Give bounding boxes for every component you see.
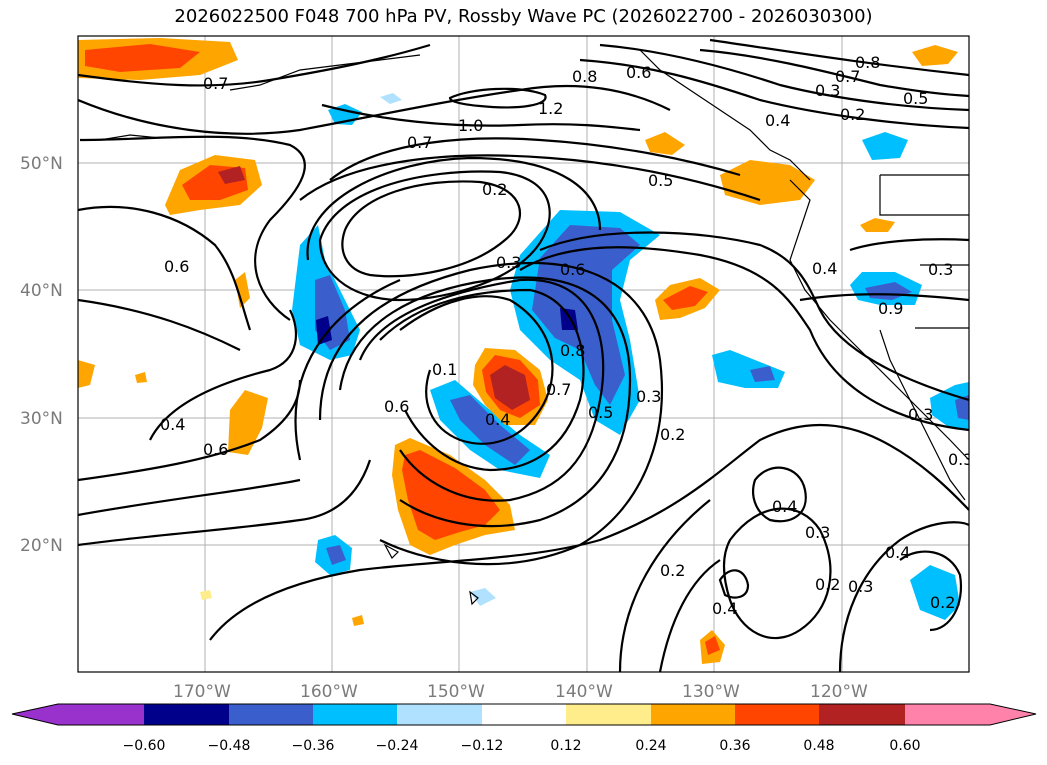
contour-label: 0.7 [835, 67, 860, 86]
lon-label-130w: 130°W [682, 682, 740, 702]
colorbar-extend-low [12, 704, 58, 725]
lat-label-30n: 30°N [20, 409, 63, 429]
contour-label: 0.4 [485, 410, 510, 429]
colorbar-tick-label: 0.24 [635, 738, 666, 754]
contour-label: 0.6 [384, 397, 409, 416]
pv-contours [78, 38, 969, 672]
contour-label: 0.6 [203, 440, 228, 459]
contour-label: 0.5 [903, 89, 928, 108]
contour-label: 0.4 [160, 415, 185, 434]
contour-label: 0.2 [815, 575, 840, 594]
colorbar-segment-p036 [735, 704, 819, 725]
contour-label: 0.6 [164, 257, 189, 276]
longitude-labels: 170°W 160°W 150°W 140°W 130°W 120°W [173, 682, 868, 702]
lon-label-170w: 170°W [173, 682, 231, 702]
colorbar-segment-n036 [313, 704, 397, 725]
contour-label: 1.2 [538, 99, 563, 118]
colorbar-tick-label: 0.48 [803, 738, 834, 754]
lon-label-140w: 140°W [555, 682, 613, 702]
colorbar-tick-label: −0.12 [461, 738, 504, 754]
colorbar-tick-label: −0.24 [376, 738, 419, 754]
colorbar-tick-label: −0.48 [208, 738, 251, 754]
colorbar-segment-p024 [651, 704, 735, 725]
colorbar-tick-label: −0.60 [123, 738, 166, 754]
map-frame [77, 35, 970, 673]
colorbar-segment-n060 [144, 704, 229, 725]
contour-label: 0.2 [482, 180, 507, 199]
contour-label: 0.3 [636, 387, 661, 406]
colorbar-tick-label: 0.60 [889, 738, 920, 754]
colorbar-segment-n024 [397, 704, 482, 725]
contour-label: 0.8 [572, 67, 597, 86]
contour-label: 0.4 [765, 111, 790, 130]
latitude-labels: 50°N 40°N 30°N 20°N [20, 154, 63, 556]
contour-label: 0.4 [772, 497, 797, 516]
contour-label: 0.3 [948, 450, 973, 469]
colorbar-segment-p012 [566, 704, 651, 725]
colorbar-tick-label: 0.36 [719, 738, 750, 754]
contour-label: 0.9 [878, 299, 903, 318]
lat-label-20n: 20°N [20, 536, 63, 556]
contour-label: 0.3 [496, 253, 521, 272]
contour-label: 0.8 [855, 53, 880, 72]
contour-label: 0.5 [648, 171, 673, 190]
contour-label: 0.6 [560, 260, 585, 279]
contour-label: 0.8 [560, 341, 585, 360]
map-title: 2026022500 F048 700 hPa PV, Rossby Wave … [174, 6, 873, 27]
map-plot-area: 0.7 0.8 0.6 0.8 0.7 1.2 1.0 0.7 0.3 0.4 … [78, 36, 973, 672]
colorbar: −0.60 −0.48 −0.36 −0.24 −0.12 0.12 0.24 … [11, 703, 1037, 754]
lat-label-40n: 40°N [20, 281, 63, 301]
contour-label: 0.2 [930, 593, 955, 612]
contour-label: 0.6 [626, 63, 651, 82]
colorbar-segment-p048 [819, 704, 905, 725]
colorbar-tick-label: 0.12 [550, 738, 581, 754]
contour-label: 0.4 [812, 259, 837, 278]
colorbar-segment-below [58, 704, 144, 725]
coastlines [99, 49, 969, 606]
contour-label: 0.2 [840, 105, 865, 124]
contour-labels: 0.7 0.8 0.6 0.8 0.7 1.2 1.0 0.7 0.3 0.4 … [160, 53, 973, 618]
lon-label-150w: 150°W [427, 682, 485, 702]
colorbar-segment-above [905, 704, 990, 725]
contour-label: 0.4 [712, 599, 737, 618]
contour-label: 0.2 [660, 561, 685, 580]
contour-label: 0.5 [588, 403, 613, 422]
contour-label: 0.3 [815, 81, 840, 100]
contour-label: 0.1 [432, 360, 457, 379]
contour-label: 0.3 [908, 405, 933, 424]
colorbar-segment-n048 [229, 704, 313, 725]
contour-label: 1.0 [458, 116, 483, 135]
colorbar-extend-high [990, 704, 1036, 725]
contour-label: 0.7 [407, 133, 432, 152]
contour-label: 0.3 [848, 577, 873, 596]
contour-label: 0.2 [660, 425, 685, 444]
contour-label: 0.7 [546, 380, 571, 399]
lat-label-50n: 50°N [20, 154, 63, 174]
colorbar-tick-label: −0.36 [292, 738, 335, 754]
colorbar-segment-zero [482, 704, 566, 725]
contour-label: 0.7 [203, 74, 228, 93]
contour-label: 0.3 [805, 523, 830, 542]
lon-label-120w: 120°W [810, 682, 868, 702]
lon-label-160w: 160°W [300, 682, 358, 702]
contour-label: 0.4 [885, 543, 910, 562]
contour-label: 0.3 [928, 260, 953, 279]
